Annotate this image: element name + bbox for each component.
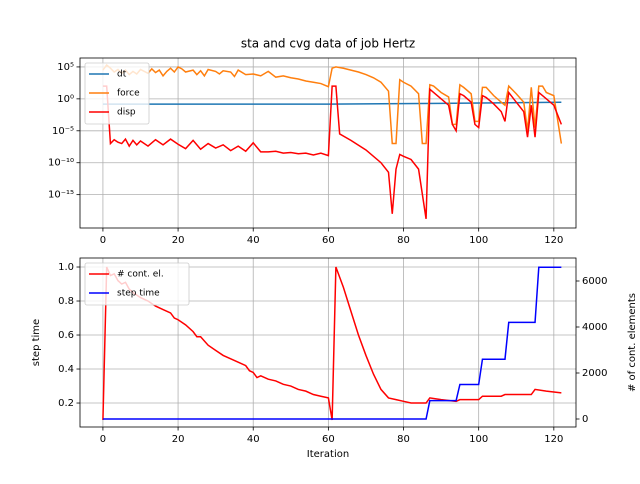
- y-tick-label: 10⁰: [57, 94, 74, 105]
- x-tick-label: 100: [469, 235, 488, 246]
- x-axis-label: Iteration: [307, 449, 349, 460]
- legend-box: [84, 262, 190, 306]
- x-tick-label: 40: [247, 434, 260, 445]
- x-tick-label: 120: [544, 235, 563, 246]
- y2-tick-label: 4000: [582, 322, 607, 333]
- y2-tick-label: 2000: [582, 368, 607, 379]
- y2-tick-label: 6000: [582, 276, 607, 287]
- series-line: [102, 63, 563, 145]
- x-tick-label: 0: [100, 235, 106, 246]
- x-tick-label: 0: [100, 434, 106, 445]
- y-tick-label: 10⁻¹⁰: [48, 158, 74, 169]
- legend-label: step time: [117, 289, 160, 299]
- x-tick-label: 100: [469, 434, 488, 445]
- x-tick-label: 40: [247, 235, 260, 246]
- y2-axis-label: # of cont. elements: [627, 293, 638, 392]
- y-tick-label: 1.0: [58, 262, 74, 273]
- x-tick-label: 60: [322, 235, 335, 246]
- y-tick-label: 10⁵: [57, 62, 74, 73]
- legend-label: force: [117, 89, 140, 99]
- legend-label: # cont. el.: [117, 270, 164, 280]
- legend-label: disp: [117, 108, 136, 118]
- y-tick-label: 0.6: [58, 330, 74, 341]
- y2-tick-label: 0: [582, 414, 588, 425]
- y-tick-label: 0.8: [58, 296, 74, 307]
- x-tick-label: 120: [544, 434, 563, 445]
- x-tick-label: 20: [172, 434, 185, 445]
- x-tick-label: 60: [322, 434, 335, 445]
- y-tick-label: 0.4: [58, 364, 74, 375]
- y-tick-label: 0.2: [58, 398, 74, 409]
- series-line: [102, 85, 563, 220]
- legend-label: dt: [117, 70, 127, 80]
- x-tick-label: 20: [172, 235, 185, 246]
- chart-title: sta and cvg data of job Hertz: [241, 37, 415, 51]
- series-line: [102, 266, 562, 420]
- y-axis-label: step time: [31, 319, 42, 366]
- legend-box: [84, 62, 150, 125]
- x-tick-label: 80: [397, 434, 410, 445]
- y-tick-label: 10⁻⁵: [52, 126, 74, 137]
- axes-frame: [79, 57, 577, 229]
- x-tick-label: 80: [397, 235, 410, 246]
- y-tick-label: 10⁻¹⁵: [48, 190, 74, 201]
- axes-frame: [79, 257, 577, 428]
